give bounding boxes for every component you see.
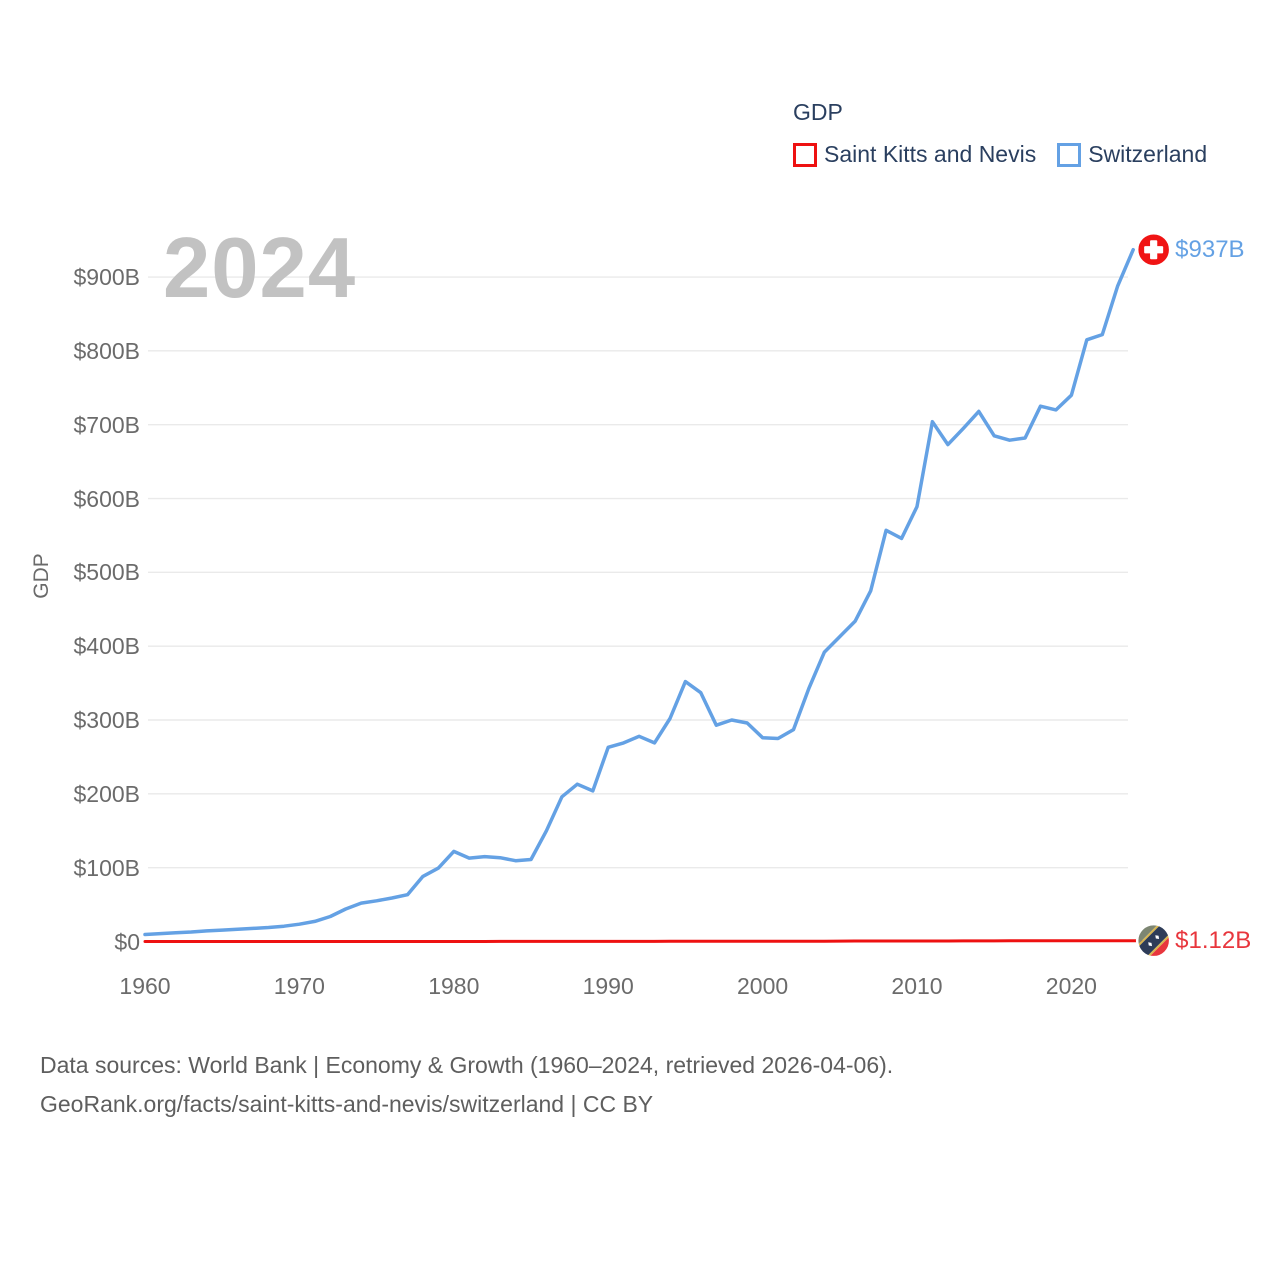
gridlines [148,276,1128,869]
saint-kitts-gdp-line[interactable] [143,939,1143,943]
legend: GDP Saint Kitts and Nevis Switzerland [793,99,1208,168]
legend-swatch-saint-kitts-icon [793,142,817,167]
y-tick-label: $500B [73,559,140,586]
y-tick-label: $700B [73,411,140,438]
legend-item-saint-kitts-and-nevis[interactable]: Saint Kitts and Nevis [793,141,1037,168]
x-tick-label: 2020 [1045,973,1097,999]
x-tick-label: 1990 [582,973,634,999]
y-tick-label: $100B [73,854,140,881]
y-tick-label: $300B [73,707,140,733]
legend-swatch-switzerland-icon [1057,142,1082,167]
legend-label: Saint Kitts and Nevis [824,141,1037,168]
y-tick-label: $600B [73,485,140,512]
footer: Data sources: World Bank | Economy & Gro… [40,1046,893,1124]
y-tick-label: $400B [73,633,140,660]
x-tick-label: 2010 [891,973,943,999]
y-tick-label: $200B [73,780,140,807]
y-tick-label: $900B [73,264,140,291]
x-tick-label: 1960 [119,973,171,999]
switzerland-gdp-line[interactable] [143,247,1135,937]
x-tick-label: 1970 [273,973,325,999]
data-sources-text: Data sources: World Bank | Economy & Gro… [40,1052,894,1078]
x-tick-label: 1980 [428,973,480,999]
y-tick-label: $800B [73,337,140,364]
end-label-saint-kitts: $1.12B [1175,926,1252,954]
legend-item-switzerland[interactable]: Switzerland [1057,141,1208,168]
legend-label: Switzerland [1088,141,1208,168]
legend-title: GDP [793,99,843,125]
x-tick-label: 2000 [737,973,789,999]
switzerland-flag-icon [1135,231,1172,268]
saint-kitts-and-nevis-flag-icon [1135,922,1172,959]
watermark-year: 2024 [163,221,357,316]
end-label-switzerland: $937B [1175,235,1245,263]
attribution-text: GeoRank.org/facts/saint-kitts-and-nevis/… [40,1091,654,1117]
y-tick-label: $0 [114,928,140,955]
